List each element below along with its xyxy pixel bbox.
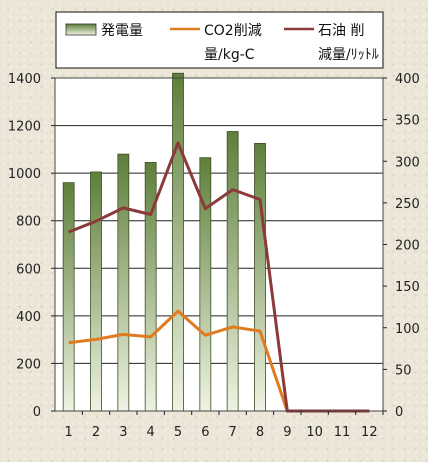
y-left-tick-label: 1000 <box>8 167 41 182</box>
legend-label-oil-line1: 石油 削 <box>318 23 364 39</box>
y-right-axis-ticks: 0 50 100 150 200 250 300 350 400 <box>383 72 420 420</box>
y-left-tick-label: 400 <box>16 310 41 325</box>
x-tick-label: 9 <box>283 425 291 440</box>
bar <box>90 171 102 412</box>
y-right-tick-label: 0 <box>395 405 403 420</box>
y-left-tick-label: 800 <box>16 215 41 230</box>
x-tick-label: 8 <box>256 425 264 440</box>
bar <box>226 131 239 412</box>
y-left-tick-label: 0 <box>33 405 41 420</box>
legend-label-generation: 発電量 <box>101 23 143 39</box>
y-right-tick-label: 250 <box>395 197 420 212</box>
bar <box>172 72 184 412</box>
y-right-tick-label: 350 <box>395 114 420 129</box>
legend: 発電量 CO2削減 量/kg-C 石油 削 減量/ﾘｯﾄﾙ <box>55 11 384 69</box>
y-right-tick-label: 150 <box>395 280 420 295</box>
legend-label-co2-line2: 量/kg-C <box>204 47 255 63</box>
bar <box>117 153 130 412</box>
y-right-tick-label: 200 <box>395 239 420 254</box>
bar <box>144 162 157 412</box>
x-axis-ticks: 1 2 3 4 5 6 7 8 9 10 11 12 <box>65 411 384 440</box>
x-tick-label: 11 <box>334 425 351 440</box>
x-tick-label: 5 <box>174 425 182 440</box>
y-right-tick-label: 300 <box>395 155 420 170</box>
y-left-tick-label: 200 <box>16 357 41 372</box>
y-left-axis-ticks: 0 200 400 600 800 1000 1200 1400 <box>8 72 55 420</box>
x-tick-label: 3 <box>119 425 127 440</box>
x-tick-label: 2 <box>92 425 100 440</box>
y-right-tick-label: 100 <box>395 322 420 337</box>
legend-label-oil-line2: 減量/ﾘｯﾄﾙ <box>318 46 379 63</box>
y-left-tick-label: 1400 <box>8 72 41 87</box>
x-tick-label: 7 <box>229 425 237 440</box>
y-left-tick-label: 600 <box>16 262 41 277</box>
y-left-tick-label: 1200 <box>8 120 41 135</box>
x-tick-label: 12 <box>361 425 378 440</box>
x-tick-label: 6 <box>201 425 209 440</box>
x-tick-label: 10 <box>306 425 323 440</box>
y-right-tick-label: 400 <box>395 72 420 87</box>
legend-label-co2-line1: CO2削減 <box>204 22 262 39</box>
bar <box>254 143 266 412</box>
y-right-tick-label: 50 <box>395 363 412 378</box>
x-tick-label: 4 <box>147 425 155 440</box>
x-tick-label: 1 <box>65 425 73 440</box>
bar <box>62 182 75 412</box>
plot-area <box>55 78 383 411</box>
legend-swatch-generation <box>65 23 97 36</box>
legend-box <box>55 11 384 69</box>
